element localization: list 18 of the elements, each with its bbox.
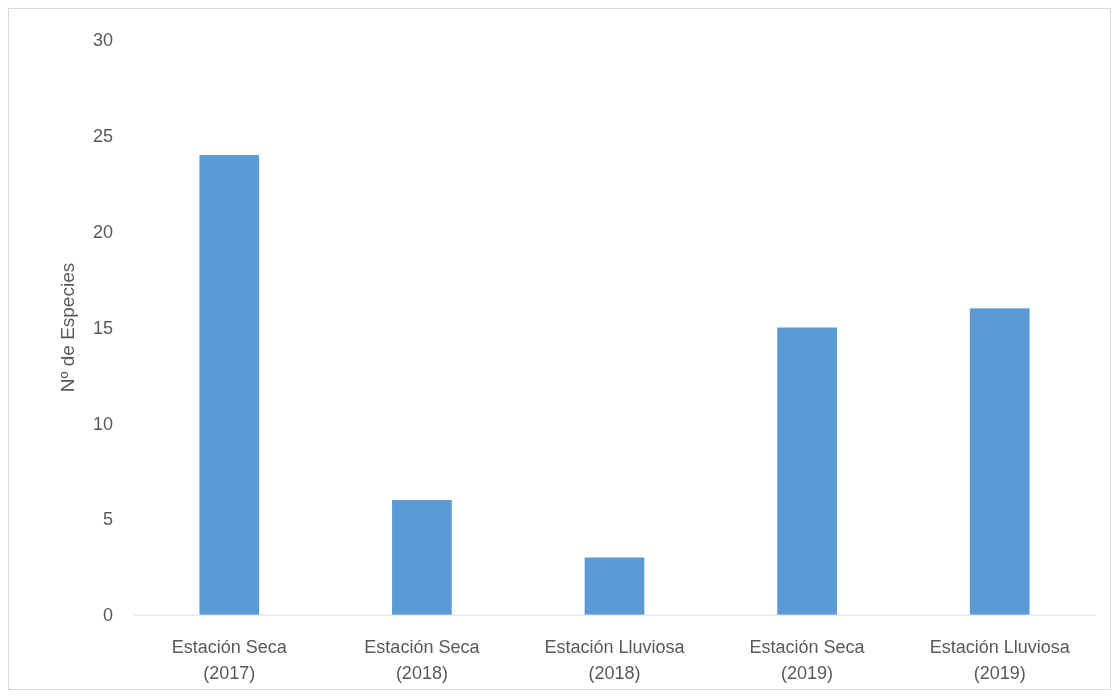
y-axis-title: Nº de Especies xyxy=(57,262,78,393)
x-tick-label: Estación Lluviosa (2018) xyxy=(544,637,686,683)
bar xyxy=(777,327,837,615)
bar xyxy=(584,557,645,615)
bar xyxy=(969,308,1030,615)
y-tick-label: 10 xyxy=(92,413,113,434)
x-tick-label: Estación Seca (2018) xyxy=(364,637,481,683)
x-tick-label: Estación Lluviosa (2019) xyxy=(929,637,1071,683)
y-tick-label: 15 xyxy=(92,317,113,338)
bar xyxy=(199,155,260,615)
y-tick-label: 25 xyxy=(92,126,113,147)
x-tick-label: Estación Seca (2017) xyxy=(171,637,288,683)
bar xyxy=(392,500,452,615)
y-tick-label: 20 xyxy=(92,221,113,242)
y-tick-label: 0 xyxy=(102,605,113,626)
x-tick-label: Estación Seca (2019) xyxy=(749,637,866,683)
y-tick-label: 30 xyxy=(92,30,113,51)
y-tick-label: 5 xyxy=(102,509,113,530)
